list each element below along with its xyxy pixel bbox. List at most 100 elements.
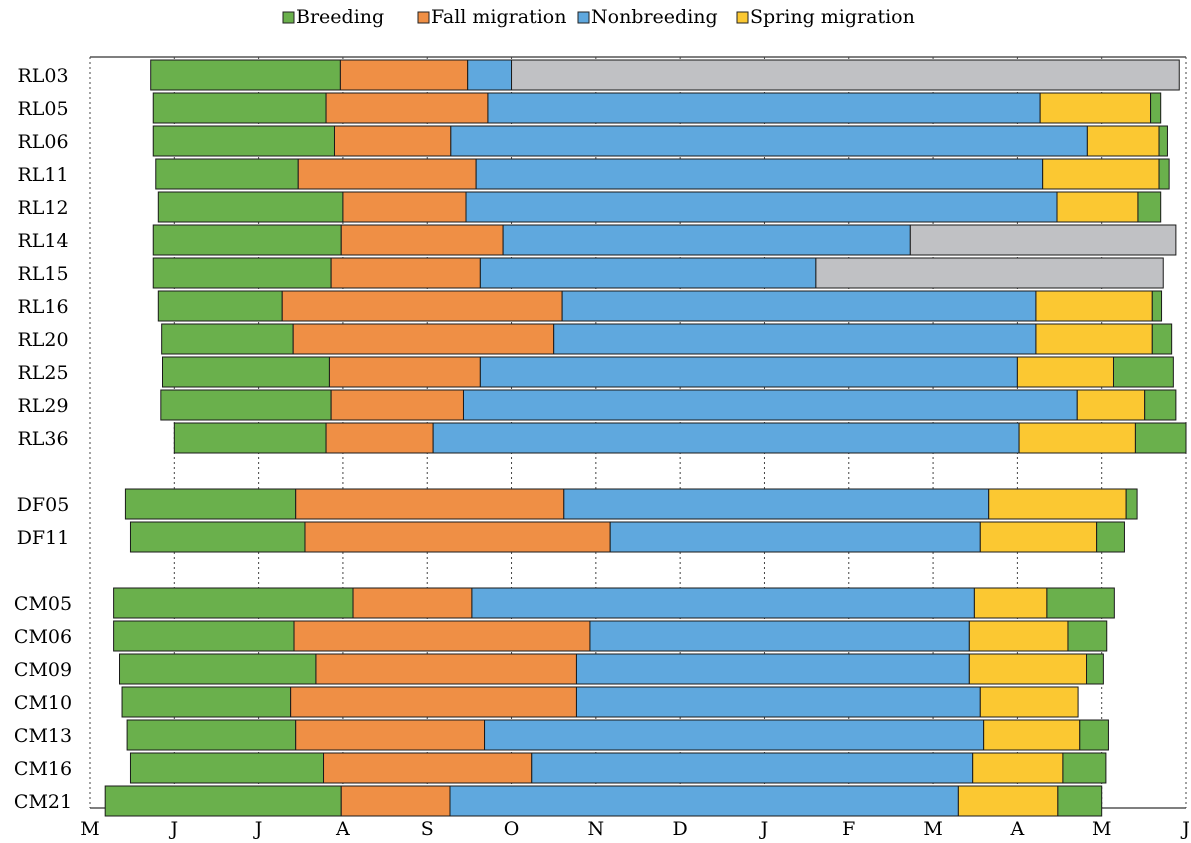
- x-tick-label-13: J: [1180, 818, 1190, 840]
- bar-segment-DF11-nonbreeding-2: [609, 521, 981, 553]
- bar-segment-CM13-breeding-0: [126, 719, 297, 751]
- bar-segment-RL03-unknown-3: [511, 59, 1180, 91]
- bar-segment-CM21-spring-3: [957, 785, 1059, 817]
- bar-segment-CM09-breeding-0: [119, 653, 317, 685]
- legend-label-spring: Spring migration: [750, 6, 915, 28]
- bar-segment-RL36-spring-3: [1018, 422, 1136, 454]
- legend-label-fall: Fall migration: [431, 6, 566, 28]
- bar-row-RL36: [173, 422, 1187, 454]
- bar-segment-DF11-breeding-4: [1096, 521, 1125, 553]
- bar-segment-RL11-breeding-4: [1158, 158, 1170, 190]
- bar-segment-DF11-spring-3: [979, 521, 1098, 553]
- bar-segment-CM21-breeding-4: [1057, 785, 1103, 817]
- legend-label-breeding: Breeding: [296, 6, 384, 28]
- bar-segment-CM06-breeding-4: [1067, 620, 1108, 652]
- bar-segment-CM16-breeding-4: [1062, 752, 1107, 784]
- row-label-RL12: RL12: [17, 197, 68, 219]
- bar-segment-RL05-fall-1: [325, 92, 489, 124]
- bar-row-CM10: [121, 686, 1079, 718]
- bar-segment-RL25-breeding-4: [1112, 356, 1174, 388]
- row-label-RL29: RL29: [17, 395, 68, 417]
- bar-segment-DF11-breeding-0: [129, 521, 306, 553]
- legend-label-nonbreeding: Nonbreeding: [591, 6, 718, 28]
- bar-row-RL16: [157, 290, 1163, 322]
- bar-row-RL20: [161, 323, 1173, 355]
- bar-segment-RL14-breeding-0: [152, 224, 342, 256]
- legend-item-breeding: Breeding: [282, 6, 384, 28]
- bar-segment-RL15-fall-1: [330, 257, 481, 289]
- bar-segment-RL14-nonbreeding-2: [502, 224, 911, 256]
- bar-segment-CM21-nonbreeding-2: [449, 785, 959, 817]
- row-label-CM16: CM16: [14, 758, 72, 780]
- bar-segment-RL06-nonbreeding-2: [450, 125, 1088, 157]
- bar-segment-RL29-breeding-0: [160, 389, 332, 421]
- x-tick-label-11: A: [1010, 818, 1025, 840]
- x-tick-label-5: O: [504, 818, 520, 840]
- bar-segment-CM05-nonbreeding-2: [471, 587, 975, 619]
- row-label-RL11: RL11: [17, 164, 68, 186]
- bar-segment-RL16-nonbreeding-2: [561, 290, 1037, 322]
- row-label-RL25: RL25: [17, 362, 68, 384]
- bar-segment-CM16-breeding-0: [129, 752, 325, 784]
- bar-row-RL14: [152, 224, 1177, 256]
- x-tick-label-0: M: [80, 818, 99, 840]
- bar-segment-CM05-fall-1: [352, 587, 473, 619]
- bar-segment-RL20-fall-1: [292, 323, 555, 355]
- bar-segment-CM05-breeding-4: [1046, 587, 1115, 619]
- x-tick-label-12: M: [1092, 818, 1111, 840]
- row-label-DF11: DF11: [17, 527, 70, 549]
- bar-segment-CM10-fall-1: [290, 686, 577, 718]
- row-label-RL05: RL05: [17, 98, 68, 120]
- row-label-RL36: RL36: [17, 428, 68, 450]
- legend: Breeding Fall migration Nonbreeding Spring …: [282, 6, 915, 28]
- bar-segment-RL11-spring-3: [1042, 158, 1160, 190]
- legend-item-fall: Fall migration: [417, 6, 566, 28]
- bar-segment-RL05-spring-3: [1039, 92, 1152, 124]
- row-label-DF05: DF05: [17, 494, 70, 516]
- bar-segment-RL05-nonbreeding-2: [487, 92, 1041, 124]
- bar-segment-RL36-breeding-4: [1134, 422, 1187, 454]
- legend-swatch-fall: [417, 11, 430, 24]
- bar-segment-RL16-fall-1: [281, 290, 563, 322]
- bar-segment-RL11-fall-1: [297, 158, 477, 190]
- bar-segment-CM13-fall-1: [295, 719, 486, 751]
- x-tick-label-9: F: [842, 818, 855, 840]
- row-label-RL14: RL14: [17, 230, 68, 252]
- bar-row-RL25: [162, 356, 1174, 388]
- bar-row-DF11: [129, 521, 1125, 553]
- bar-segment-RL20-breeding-0: [161, 323, 294, 355]
- bar-segment-CM06-breeding-0: [113, 620, 295, 652]
- bar-segment-RL11-nonbreeding-2: [475, 158, 1044, 190]
- bar-row-RL29: [160, 389, 1177, 421]
- bar-segment-RL36-fall-1: [325, 422, 434, 454]
- bar-row-CM16: [129, 752, 1107, 784]
- bar-segment-RL05-breeding-4: [1150, 92, 1162, 124]
- bars: [104, 59, 1187, 817]
- bar-segment-CM09-breeding-4: [1086, 653, 1104, 685]
- bar-row-CM21: [104, 785, 1103, 817]
- bar-segment-RL36-breeding-0: [173, 422, 327, 454]
- bar-row-CM09: [119, 653, 1104, 685]
- bar-segment-RL12-fall-1: [342, 191, 467, 223]
- row-label-CM21: CM21: [14, 791, 72, 813]
- bar-row-CM13: [126, 719, 1109, 751]
- bar-segment-RL29-spring-3: [1076, 389, 1146, 421]
- bar-segment-CM16-spring-3: [972, 752, 1064, 784]
- row-label-RL06: RL06: [17, 131, 68, 153]
- bar-segment-RL12-breeding-4: [1137, 191, 1162, 223]
- bar-segment-RL12-nonbreeding-2: [465, 191, 1058, 223]
- legend-swatch-spring: [736, 11, 749, 24]
- bar-segment-RL11-breeding-0: [155, 158, 299, 190]
- row-label-RL03: RL03: [17, 65, 68, 87]
- bar-segment-RL29-fall-1: [330, 389, 464, 421]
- row-label-CM05: CM05: [14, 593, 72, 615]
- bar-segment-RL29-nonbreeding-2: [462, 389, 1078, 421]
- bar-segment-RL25-breeding-0: [162, 356, 330, 388]
- bar-segment-RL20-spring-3: [1035, 323, 1153, 355]
- bar-segment-CM10-breeding-0: [121, 686, 292, 718]
- bar-segment-CM13-nonbreeding-2: [484, 719, 985, 751]
- bar-segment-RL06-fall-1: [333, 125, 452, 157]
- row-label-CM13: CM13: [14, 725, 72, 747]
- bar-segment-DF05-breeding-0: [124, 488, 297, 520]
